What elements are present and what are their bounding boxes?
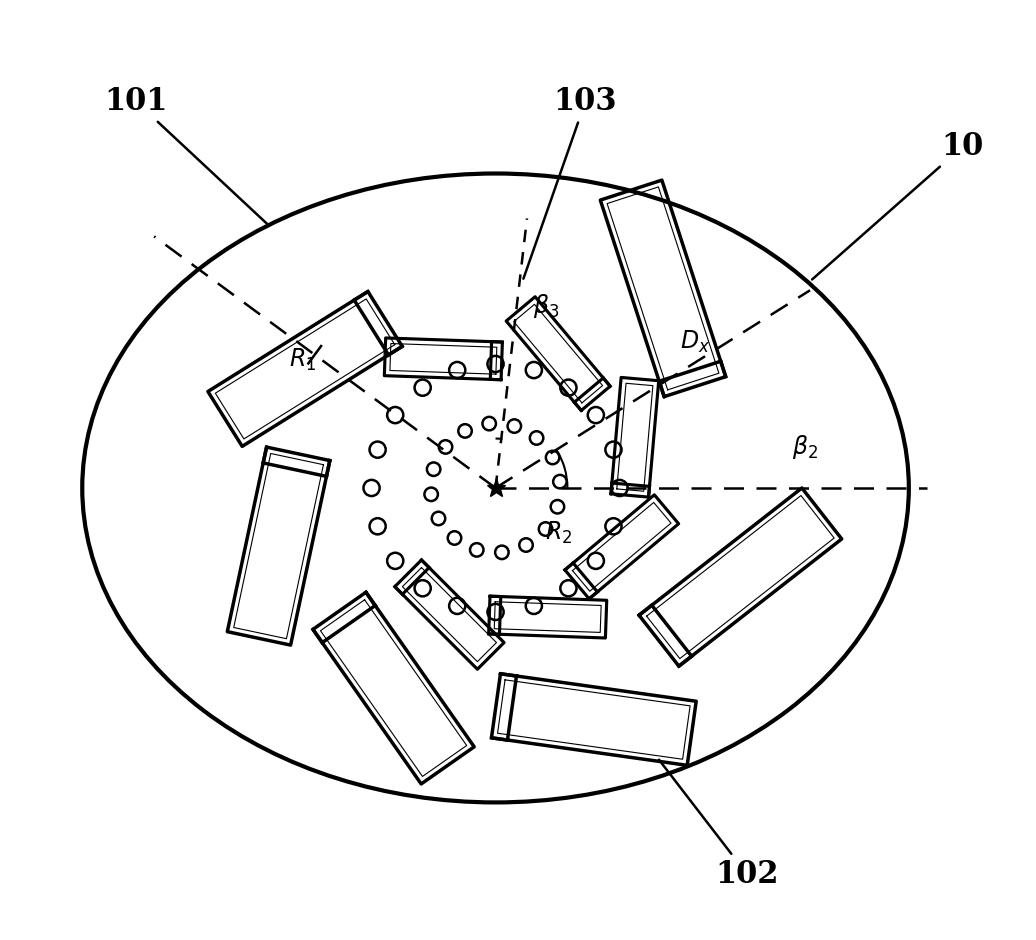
- Text: 102: 102: [659, 760, 779, 890]
- Ellipse shape: [82, 174, 909, 803]
- Text: 103: 103: [523, 86, 617, 278]
- Text: $\beta_3$: $\beta_3$: [534, 291, 559, 320]
- Text: $\beta_2$: $\beta_2$: [793, 432, 818, 461]
- Text: 10: 10: [812, 131, 984, 279]
- Text: $R_1$: $R_1$: [289, 347, 316, 373]
- Text: 101: 101: [105, 86, 269, 226]
- Text: $R_2$: $R_2$: [545, 520, 572, 546]
- Text: $D_x$: $D_x$: [680, 329, 710, 355]
